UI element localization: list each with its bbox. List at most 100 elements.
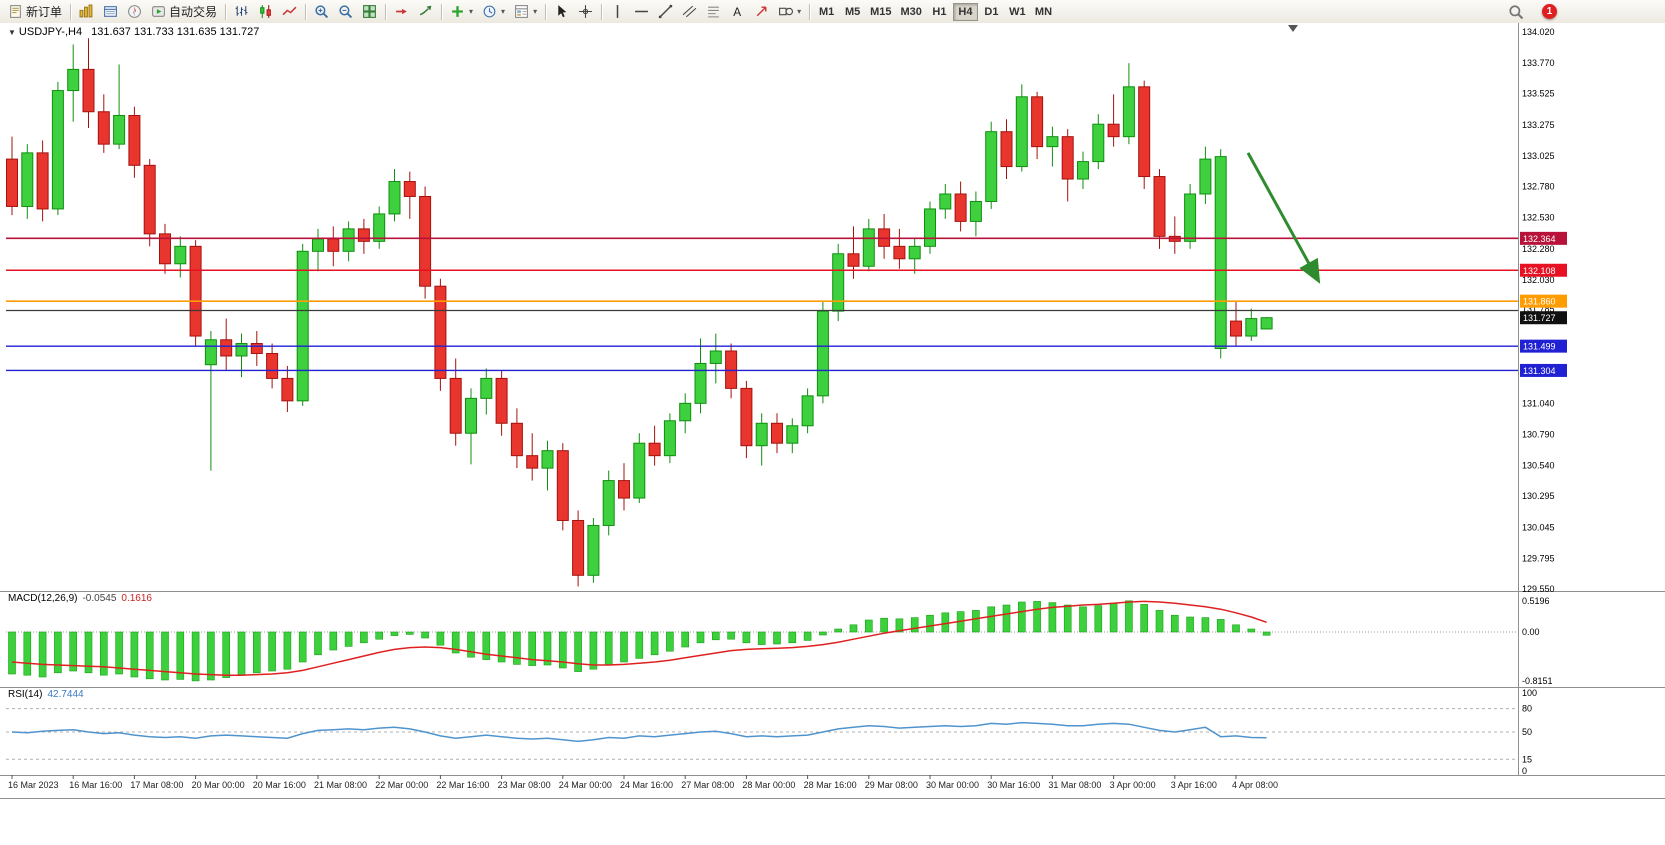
price-tag (1520, 263, 1567, 277)
svg-text:15: 15 (1522, 754, 1532, 764)
svg-text:21 Mar 08:00: 21 Mar 08:00 (314, 780, 367, 790)
shift-chart-icon (394, 4, 409, 19)
timeframe-h1-button[interactable]: H1 (927, 3, 952, 21)
svg-text:16 Mar 16:00: 16 Mar 16:00 (69, 780, 122, 790)
templates-button[interactable]: ▾ (510, 2, 541, 22)
market-watch-icon (79, 4, 94, 19)
cursor-arrow-icon (554, 4, 569, 19)
channel-tool-button[interactable] (678, 2, 701, 22)
dropdown-arrow-icon: ▾ (533, 7, 538, 16)
price-axis[interactable]: 134.020 133.770 133.525 133.275 133.025 132.7… (1520, 27, 1567, 594)
bar-chart-mode-button[interactable] (230, 2, 253, 22)
time-axis[interactable]: 16 Mar 2023 16 Mar 16:00 17 Mar 08:00 20 Ma… (8, 775, 1278, 790)
auto-trading-label: 自动交易 (169, 5, 218, 19)
dropdown-arrow-icon: ▾ (501, 7, 506, 16)
svg-text:130.790: 130.790 (1522, 429, 1555, 439)
chart-area: 134.020 133.770 133.525 133.275 133.025 132.7… (0, 23, 1665, 845)
shapes-tool-button[interactable]: ▾ (774, 2, 805, 22)
auto-scroll-button[interactable] (414, 2, 437, 22)
vertical-line-icon (610, 4, 625, 19)
horizontal-line-tool-button[interactable] (630, 2, 653, 22)
shift-chart-button[interactable] (390, 2, 413, 22)
toolbar-separator (545, 3, 547, 20)
timeframe-h4-button[interactable]: H4 (952, 2, 978, 21)
svg-text:132.780: 132.780 (1522, 182, 1555, 192)
fibonacci-icon (706, 4, 721, 19)
timeframe-d1-button[interactable]: D1 (979, 3, 1004, 21)
svg-text:134.020: 134.020 (1522, 27, 1555, 37)
trendline-tool-button[interactable] (654, 2, 677, 22)
candlestick-series (6, 38, 1273, 587)
svg-text:131.304: 131.304 (1523, 366, 1556, 376)
svg-text:132.280: 132.280 (1522, 244, 1555, 254)
toolbar-separator (225, 3, 227, 20)
toolbar-separator (70, 3, 72, 20)
new-order-button[interactable]: 新订单 (4, 2, 66, 22)
notifications-button[interactable]: 1 (1538, 2, 1561, 22)
crosshair-icon (578, 4, 593, 19)
svg-text:3 Apr 00:00: 3 Apr 00:00 (1110, 780, 1156, 790)
search-button[interactable] (1504, 2, 1528, 22)
svg-text:20 Mar 16:00: 20 Mar 16:00 (253, 780, 306, 790)
svg-text:28 Mar 00:00: 28 Mar 00:00 (742, 780, 795, 790)
timeframe-m1-button[interactable]: M1 (814, 3, 839, 21)
fibonacci-tool-button[interactable] (702, 2, 725, 22)
indicators-button[interactable]: ▾ (446, 2, 477, 22)
svg-text:16 Mar 2023: 16 Mar 2023 (8, 780, 59, 790)
toolbar-separator (441, 3, 443, 20)
svg-text:132.030: 132.030 (1522, 275, 1555, 285)
chart-shift-marker[interactable] (1288, 25, 1298, 32)
market-watch-button[interactable] (75, 2, 98, 22)
svg-text:129.795: 129.795 (1522, 553, 1555, 563)
svg-text:20 Mar 00:00: 20 Mar 00:00 (192, 780, 245, 790)
svg-text:30 Mar 16:00: 30 Mar 16:00 (987, 780, 1040, 790)
svg-text:131.499: 131.499 (1523, 342, 1556, 352)
trend-arrow-annotation[interactable] (1246, 152, 1321, 284)
timeframe-mn-button[interactable]: MN (1031, 3, 1056, 21)
horizontal-line-objects[interactable] (6, 237, 1518, 372)
svg-text:24 Mar 16:00: 24 Mar 16:00 (620, 780, 673, 790)
auto-trading-button[interactable]: 自动交易 (147, 2, 221, 22)
timeframe-m5-button[interactable]: M5 (840, 3, 865, 21)
arrows-tool-button[interactable] (750, 2, 773, 22)
svg-text:4 Apr 08:00: 4 Apr 08:00 (1232, 780, 1278, 790)
cursor-button[interactable] (550, 2, 573, 22)
candle-chart-mode-button[interactable] (254, 2, 277, 22)
data-window-button[interactable] (99, 2, 122, 22)
navigator-icon (127, 4, 142, 19)
svg-text:50: 50 (1522, 727, 1532, 737)
zoom-in-icon (314, 4, 329, 19)
svg-text:28 Mar 16:00: 28 Mar 16:00 (804, 780, 857, 790)
text-tool-icon: A (730, 4, 745, 19)
price-tag (1520, 311, 1567, 325)
macd-axis: 0.5196 0.00 -0.8151 (1522, 596, 1553, 686)
price-tag (1520, 339, 1567, 353)
navigator-button[interactable] (123, 2, 146, 22)
toolbar-separator (809, 3, 811, 20)
clock-icon (482, 4, 497, 19)
svg-text:80: 80 (1522, 704, 1532, 714)
zoom-in-button[interactable] (310, 2, 333, 22)
price-chart[interactable]: 134.020 133.770 133.525 133.275 133.025 132.7… (0, 23, 1665, 845)
price-tag (1520, 363, 1567, 377)
periods-button[interactable]: ▾ (478, 2, 509, 22)
toolbar-right-group: 1 (1504, 2, 1561, 22)
timeframe-m15-button[interactable]: M15 (866, 3, 895, 21)
channel-icon (682, 4, 697, 19)
text-tool-button[interactable]: A (726, 2, 749, 22)
timeframe-m30-button[interactable]: M30 (897, 3, 926, 21)
svg-text:22 Mar 00:00: 22 Mar 00:00 (375, 780, 428, 790)
horizontal-line-icon (634, 4, 649, 19)
auto-scroll-icon (418, 4, 433, 19)
panel-frame (0, 23, 1665, 799)
line-chart-mode-button[interactable] (278, 2, 301, 22)
shapes-icon (778, 4, 794, 19)
crosshair-button[interactable] (574, 2, 597, 22)
zoom-out-button[interactable] (334, 2, 357, 22)
vertical-line-tool-button[interactable] (606, 2, 629, 22)
timeframe-w1-button[interactable]: W1 (1005, 3, 1030, 21)
svg-text:0.00: 0.00 (1522, 627, 1540, 637)
new-order-icon (8, 4, 23, 19)
tile-windows-button[interactable] (358, 2, 381, 22)
